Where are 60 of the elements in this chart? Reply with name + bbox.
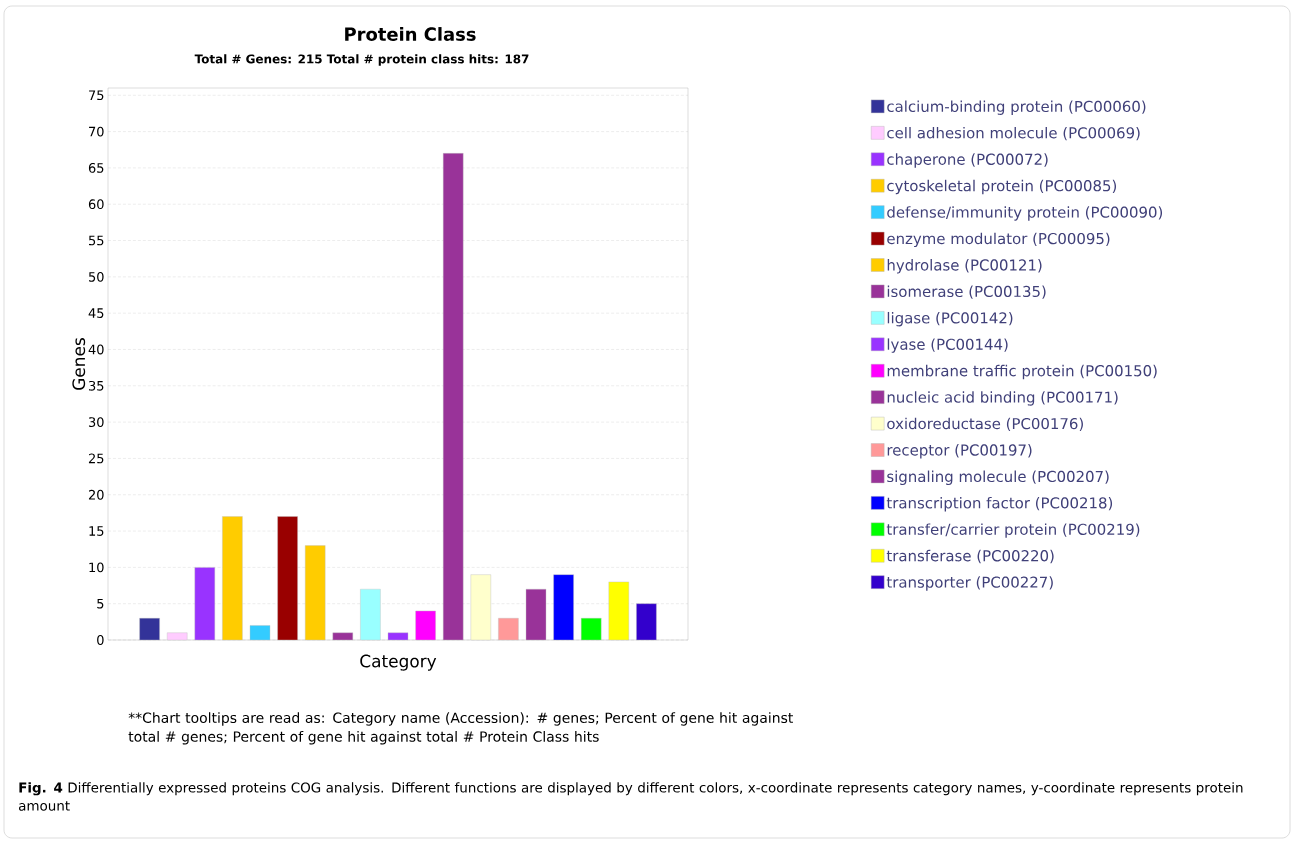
bar xyxy=(608,581,629,641)
bar xyxy=(277,516,298,641)
legend-label: isomerase (PC00135) xyxy=(887,285,1046,299)
y-tick-label: 75 xyxy=(89,90,104,101)
y-tick-label: 0 xyxy=(97,635,104,645)
bar xyxy=(360,588,381,641)
bar xyxy=(332,632,353,641)
legend-label: receptor (PC00197) xyxy=(887,444,1032,459)
bar xyxy=(636,603,657,641)
x-axis-title: Category xyxy=(360,654,437,671)
legend-label: cytoskeletal protein (PC00085) xyxy=(887,179,1117,195)
y-tick-label: 40 xyxy=(88,344,104,355)
text: Fig. 4 Differentially expressed proteins COG analysis. Different functions are displayed by different colors, x-coordinate represents category names, y-coordinate represents protein amount xyxy=(19,782,1243,811)
y-tick-label: 60 xyxy=(88,199,104,210)
bar xyxy=(470,574,491,641)
legend-label: ligase (PC00142) xyxy=(887,311,1013,327)
y-tick-label: 35 xyxy=(88,380,104,391)
legend-label: hydrolase (PC00121) xyxy=(887,259,1042,274)
chart-title: Protein Class xyxy=(345,27,476,41)
legend-label: defense/immunity protein (PC00090) xyxy=(887,206,1163,221)
bar xyxy=(581,618,602,641)
legend-label: oxidoreductase (PC00176) xyxy=(887,417,1083,431)
y-tick-label: 50 xyxy=(89,271,104,282)
y-tick-label: 10 xyxy=(89,562,104,573)
legend-label: cell adhesion molecule (PC00069) xyxy=(887,126,1140,141)
bar xyxy=(443,153,464,641)
bar xyxy=(222,516,243,641)
bar xyxy=(194,567,215,641)
legend-label: calcium-binding protein (PC00060) xyxy=(887,100,1146,115)
y-tick-label: 5 xyxy=(97,598,104,609)
text: **Chart tooltips are read as: Category name (Accession): # genes; Percent of gene hit against total # genes; Percent of gene hit against total # Protein Class hits xyxy=(128,712,793,745)
y-tick-label: 15 xyxy=(89,526,104,536)
bar xyxy=(139,618,160,641)
y-tick-label: 65 xyxy=(88,163,104,173)
legend-label: signaling molecule (PC00207) xyxy=(887,470,1109,485)
bar xyxy=(387,632,409,641)
legend-label: transferase (PC00220) xyxy=(886,549,1054,564)
legend-label: nucleic acid binding (PC00171) xyxy=(887,391,1118,406)
bar xyxy=(553,574,574,641)
y-axis-title: Genes xyxy=(72,338,86,390)
legend-label: transcription factor (PC00218) xyxy=(886,496,1113,512)
bar xyxy=(167,632,188,641)
y-tick-label: 45 xyxy=(88,308,104,318)
legend-label: enzyme modulator (PC00095) xyxy=(887,232,1110,248)
chart-subtitle: Total # Genes: 215 Total # protein class hits: 187 xyxy=(194,54,529,66)
y-tick-label: 30 xyxy=(88,417,104,428)
y-tick-label: 70 xyxy=(89,126,104,137)
bar xyxy=(498,618,519,641)
legend-label: transfer/carrier protein (PC00219) xyxy=(886,523,1140,538)
y-tick-label: 20 xyxy=(88,489,104,500)
y-tick-label: 55 xyxy=(89,235,104,246)
legend-label: chaperone (PC00072) xyxy=(887,153,1048,168)
bar xyxy=(415,610,436,641)
bar xyxy=(525,588,547,641)
y-tick-label: 25 xyxy=(88,453,104,464)
legend-label: membrane traffic protein (PC00150) xyxy=(887,364,1157,380)
bar xyxy=(305,545,326,641)
legend-label: transporter (PC00227) xyxy=(886,576,1053,591)
legend-label: lyase (PC00144) xyxy=(887,338,1008,353)
bar xyxy=(249,625,271,641)
